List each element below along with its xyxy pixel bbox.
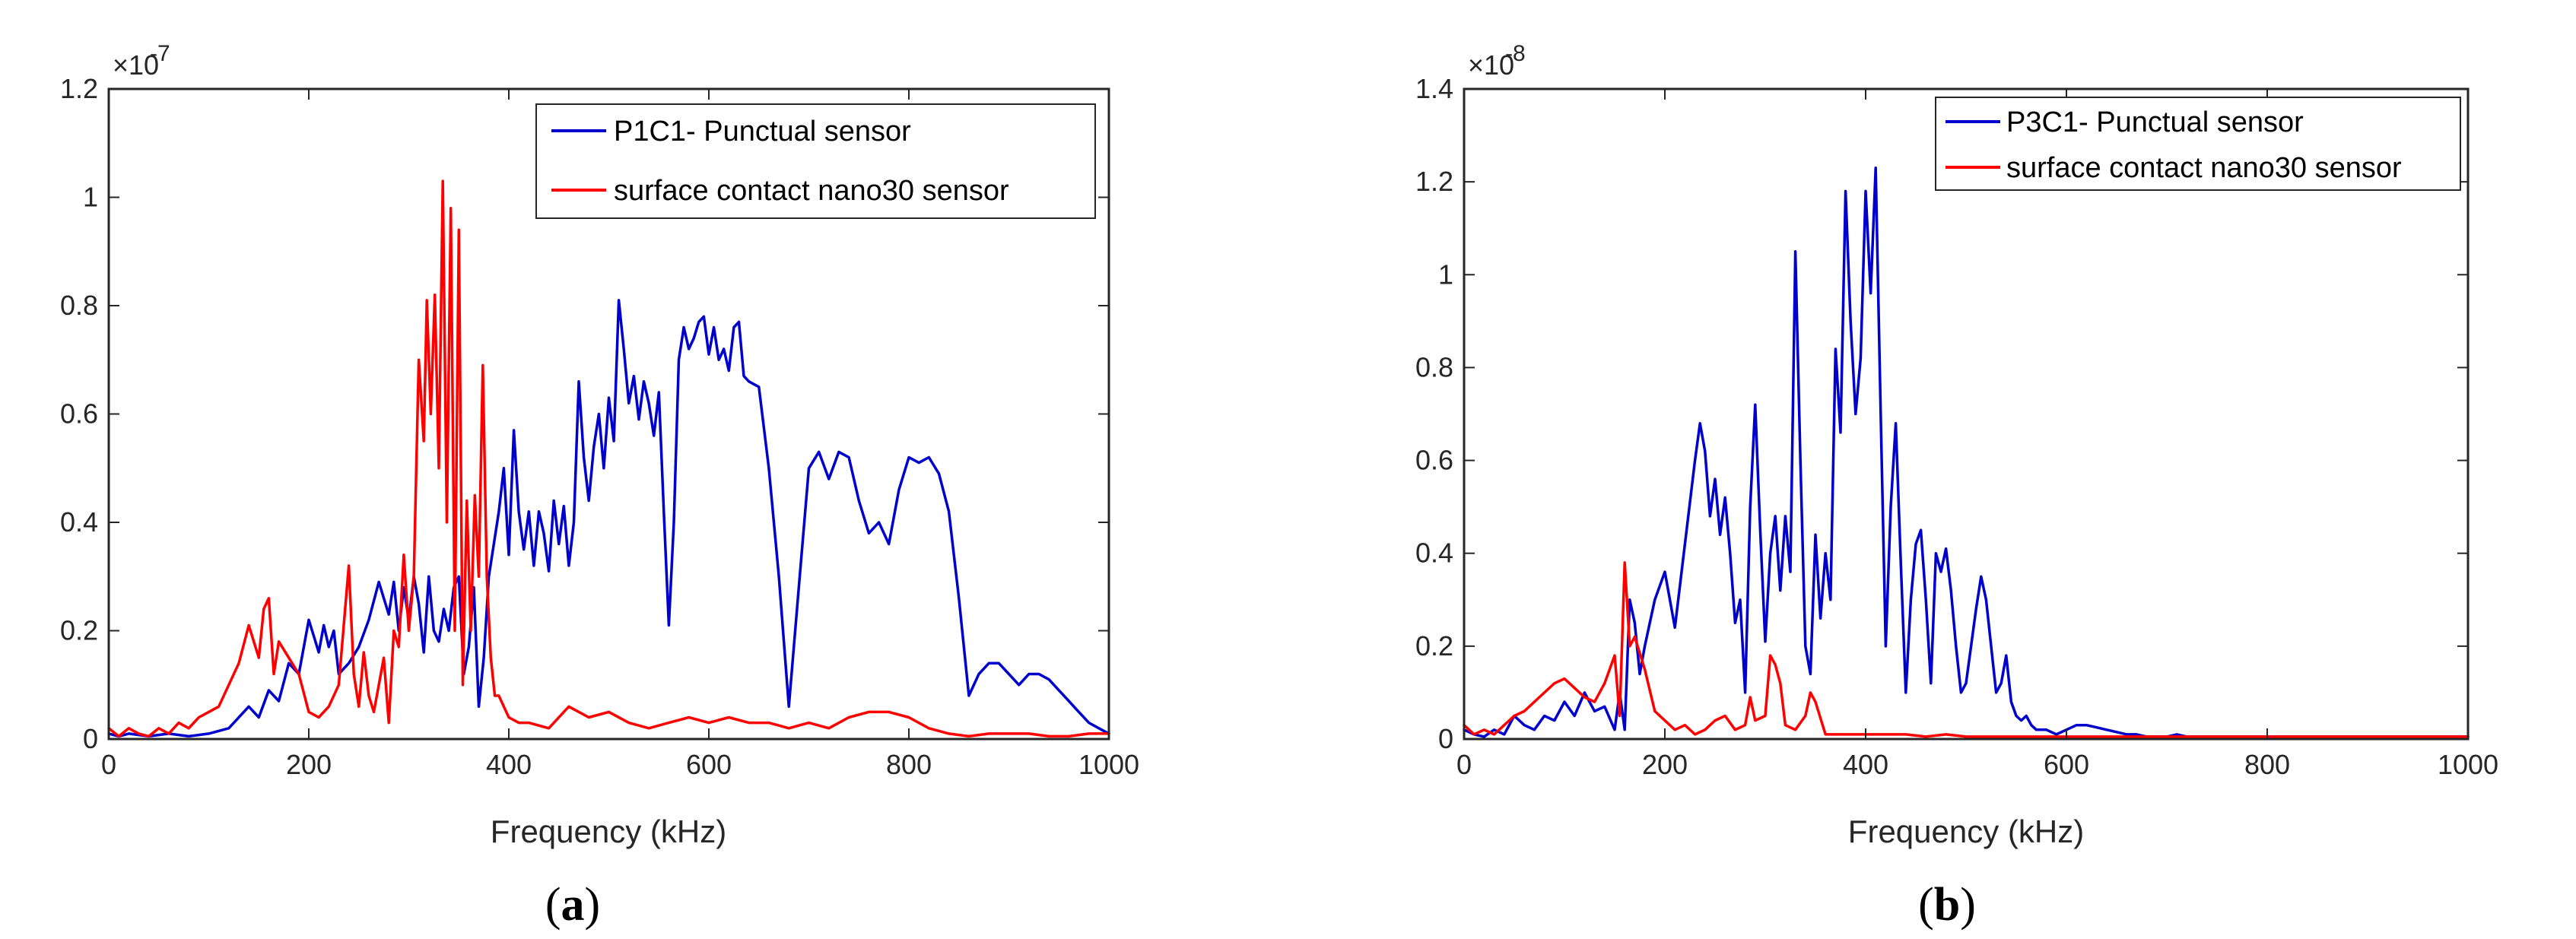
x-tick-label: 200 <box>1642 749 1688 780</box>
panel-label: (a) <box>545 879 600 931</box>
legend-entry: P1C1- Punctual sensor <box>614 116 911 148</box>
y-tick-label: 1 <box>1438 259 1453 290</box>
x-tick-label: 1000 <box>1078 749 1139 780</box>
x-tick-label: 400 <box>486 749 532 780</box>
legend-entry: P3C1- Punctual sensor <box>2006 106 2304 138</box>
series-line-punctual <box>1463 167 2470 738</box>
legend-box <box>1935 97 2461 191</box>
x-tick-label: 800 <box>2244 749 2290 780</box>
legend-box <box>535 103 1096 219</box>
panel-a-chart: 0 200 400 600 800 1000 0 0.2 0.4 0.6 0.8 1 1.2 ×10 -… <box>60 41 1139 931</box>
series-line-nano30 <box>1463 561 2470 738</box>
y-exponent-base: ×10 <box>113 49 159 81</box>
series-line-nano30 <box>107 179 1110 738</box>
axes-frame <box>1463 87 2470 741</box>
y-tick-label: 0.2 <box>60 615 98 646</box>
legend-entry: surface contact nano30 sensor <box>614 175 1009 207</box>
y-exponent-power: -7 <box>150 41 170 66</box>
legend-entry: surface contact nano30 sensor <box>2006 152 2402 184</box>
panel-b-chart: 0 200 400 600 800 1000 0 0.2 0.4 0.6 0.8 1 1.2 1.4 ×1… <box>1415 41 2498 931</box>
legend: P3C1- Punctual sensor surface contact na… <box>1935 97 2461 191</box>
y-tick-label: 1.2 <box>1415 166 1453 197</box>
plot-area <box>1464 89 2468 739</box>
y-tick-label: 0.4 <box>60 506 98 538</box>
x-tick-label: 400 <box>1843 749 1888 780</box>
x-tick-label: 600 <box>686 749 732 780</box>
y-tick-label: 0.8 <box>1415 351 1453 382</box>
y-exponent-base: ×10 <box>1468 49 1514 81</box>
y-tick-label: 1.4 <box>1415 73 1453 104</box>
y-tick-label: 0.6 <box>60 398 98 430</box>
y-exponent-power: -8 <box>1505 41 1526 66</box>
y-tick-label: 0.8 <box>60 290 98 321</box>
x-tick-label: 1000 <box>2438 749 2498 780</box>
y-tick-label: 1 <box>83 182 98 213</box>
y-tick-label: 0 <box>1438 723 1453 754</box>
y-tick-label: 0.4 <box>1415 538 1453 569</box>
y-tick-label: 1.2 <box>60 73 98 104</box>
x-tick-label: 800 <box>886 749 932 780</box>
x-axis-title: Frequency (kHz) <box>1848 814 2084 849</box>
series-line-punctual <box>107 299 1110 738</box>
y-tick-label: 0 <box>83 723 98 754</box>
y-tick-label: 0.2 <box>1415 630 1453 661</box>
panel-label: (b) <box>1918 879 1976 931</box>
x-tick-label: 0 <box>101 749 116 780</box>
x-axis-title: Frequency (kHz) <box>491 814 726 849</box>
x-tick-label: 0 <box>1456 749 1472 780</box>
legend: P1C1- Punctual sensor surface contact na… <box>535 103 1096 219</box>
x-tick-label: 600 <box>2044 749 2089 780</box>
y-tick-label: 0.6 <box>1415 445 1453 476</box>
x-tick-label: 200 <box>286 749 332 780</box>
